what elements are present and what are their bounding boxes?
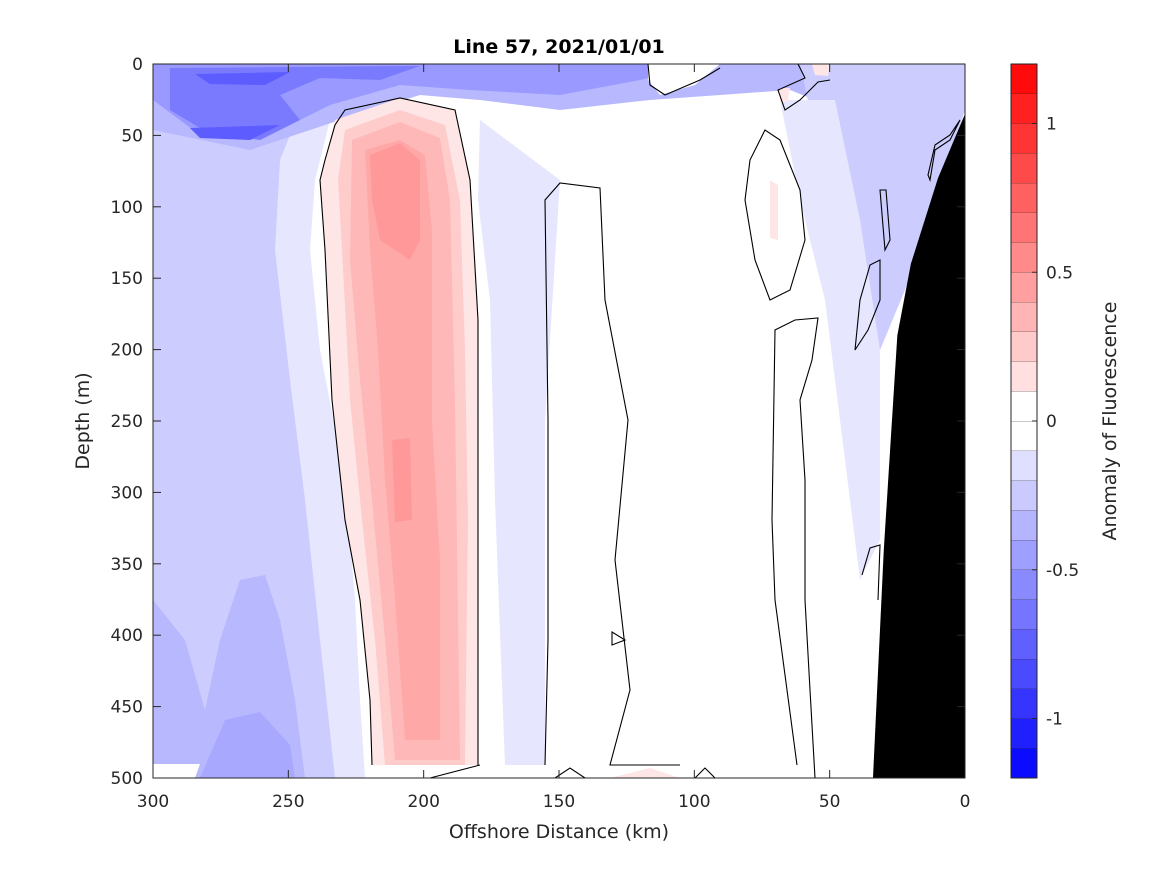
colorbar-ticks: -1 -0.5 0 0.5 1: [1032, 115, 1079, 730]
contour-surface-band-core: [190, 72, 290, 140]
x-tick-label: 250: [272, 792, 304, 812]
y-axis-label: Depth (m): [72, 372, 94, 469]
x-axis-label: Offshore Distance (km): [449, 821, 669, 843]
zero-contour-nearshore: [854, 259, 881, 351]
y-tick-label: 100: [111, 198, 143, 218]
y-tick-label: 450: [111, 698, 143, 718]
colorbar-level: [1011, 331, 1037, 362]
colorbar-tick-label: -0.5: [1046, 561, 1079, 581]
zero-contour-bottom: [429, 764, 716, 778]
colorbar-level: [1011, 421, 1037, 451]
colorbar-level: [1011, 93, 1037, 124]
x-tick-label: 200: [407, 792, 439, 812]
colorbar-level: [1011, 302, 1037, 332]
y-tick-label: 300: [111, 483, 143, 503]
colorbar-level: [1011, 480, 1037, 511]
colorbar-tick-label: 1: [1046, 115, 1057, 135]
contour-central-right: [600, 120, 795, 765]
x-tick-label: 0: [960, 792, 971, 812]
colorbar-tick-label: -1: [1046, 710, 1063, 730]
colorbar-label: Anomaly of Fluorescence: [1099, 302, 1121, 541]
contour-white-patch-top: [648, 64, 720, 95]
colorbar-level: [1011, 242, 1037, 273]
colorbar-level-lines: [1010, 63, 1038, 779]
contour-offshore-negative: [153, 64, 340, 778]
colorbar-level: [1011, 510, 1037, 540]
y-tick-label: 200: [111, 341, 143, 361]
y-tick-label: 350: [111, 555, 143, 575]
zero-contour-lines: [319, 64, 961, 778]
x-tick-label: 50: [819, 792, 841, 812]
zero-contour-lower-right: [861, 544, 881, 601]
y-tick-label: 150: [111, 269, 143, 289]
colorbar-level: [1011, 64, 1037, 94]
bathymetry-mask: [872, 113, 965, 778]
colorbar-level: [1011, 212, 1037, 243]
colorbar-level: [1011, 599, 1037, 630]
colorbar-tick-label: 0.5: [1046, 263, 1073, 283]
contour-positive-core-max: [370, 143, 420, 522]
y-tick-label: 0: [132, 55, 143, 75]
contour-small-positive-patch: [770, 64, 830, 240]
x-axis-ticks: 300 250 200 150 100 50 0: [137, 64, 971, 812]
zero-contour-top-right: [777, 64, 831, 111]
colorbar-level: [1011, 450, 1037, 481]
colorbar-level: [1011, 569, 1037, 600]
colorbar-level: [1011, 688, 1037, 719]
colorbar-level: [1011, 361, 1037, 392]
colorbar-level: [1011, 153, 1037, 183]
colorbar-level: [1011, 183, 1037, 213]
contour-central-negative-strip: [478, 120, 560, 765]
colorbar-level: [1011, 123, 1037, 154]
y-tick-label: 500: [111, 769, 143, 789]
y-tick-label: 400: [111, 626, 143, 646]
zero-contour-nearshore-top: [927, 119, 961, 183]
contour-white-bottom-strip: [153, 764, 200, 778]
y-tick-label: 250: [111, 412, 143, 432]
zero-contour-central: [544, 182, 680, 766]
colorbar-level: [1011, 659, 1037, 689]
y-tick-label: 50: [121, 126, 143, 146]
zero-contour-top: [647, 64, 721, 96]
zero-contour-core: [319, 97, 479, 766]
colorbar-level: [1011, 391, 1037, 421]
zero-contour-small-a: [611, 631, 627, 646]
chart-title: Line 57, 2021/01/01: [453, 36, 665, 58]
zero-contour-central-right: [771, 317, 819, 778]
contour-central-neutral: [545, 180, 630, 765]
contour-offshore-negative-bottom: [200, 712, 295, 778]
plot-area: [152, 63, 966, 779]
colorbar-level: [1011, 272, 1037, 302]
contour-bottom-positive-patch: [610, 768, 680, 778]
contour-surface-band-strong: [170, 66, 420, 140]
colorbar-level: [1011, 629, 1037, 659]
colorbar: -1 -0.5 0 0.5 1 Anomaly of Fluorescence: [1010, 63, 1121, 779]
x-tick-label: 100: [678, 792, 710, 812]
colorbar-level: [1011, 748, 1037, 778]
contour-nearshore-negative-light: [780, 100, 880, 580]
x-tick-label: 300: [137, 792, 169, 812]
colorbar-tick-label: 0: [1046, 412, 1057, 432]
contour-fill: [153, 64, 965, 778]
colorbar-level: [1011, 718, 1037, 749]
colorbar-level: [1011, 540, 1037, 570]
x-tick-label: 150: [543, 792, 575, 812]
zero-contour-slope: [744, 129, 806, 301]
y-axis-ticks: 0 50 100 150 200 250 300 350 400 450 500: [111, 55, 965, 789]
zero-contour-nearshore-2: [879, 189, 891, 253]
